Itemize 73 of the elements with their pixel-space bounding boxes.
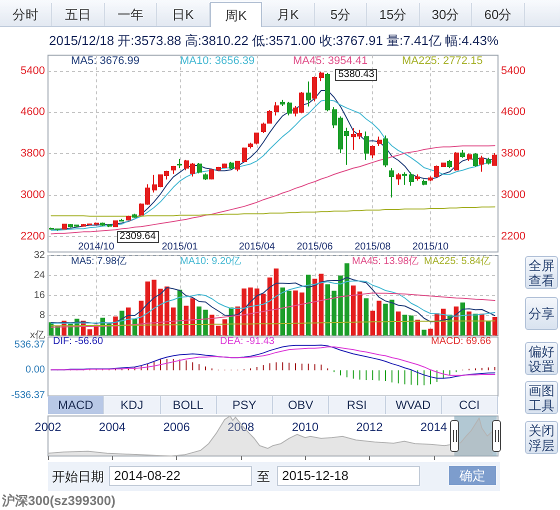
- tab: 60分: [472, 3, 524, 26]
- tab: 5分: [315, 3, 367, 26]
- button: 全屏查看: [525, 256, 558, 289]
- x-tick-label: 2004: [98, 420, 126, 434]
- tab: 周K: [210, 2, 262, 27]
- text: 沪深300(sz399300): [2, 492, 116, 510]
- button: 关闭浮层: [525, 421, 558, 454]
- x-tick-label: 2014/10: [78, 242, 115, 252]
- button: 分享: [525, 297, 558, 330]
- x-tick-label: 2015/06: [296, 242, 334, 252]
- y-tick-label: 5400: [20, 64, 45, 77]
- y-tick-label: 24: [34, 270, 46, 281]
- button: 画图工具: [525, 381, 558, 414]
- annotation: 2309.64: [116, 230, 159, 243]
- y-tick-label: 0.00: [26, 364, 46, 376]
- text: 开始日期: [52, 468, 104, 486]
- x-tick-label: 2012: [356, 420, 384, 434]
- text: 至: [257, 468, 270, 486]
- y-tick-label: x亿: [30, 330, 45, 341]
- text: MA45: 13.98亿: [352, 256, 419, 266]
- x-tick-label: 2015/01: [162, 242, 198, 252]
- text: MACD: 69.66: [431, 336, 492, 347]
- text: MA225: 2772.15: [402, 55, 483, 68]
- y2-tick-label: 3000: [501, 189, 526, 202]
- text: MA5: 7.98亿: [71, 256, 127, 266]
- tab: MACD: [48, 396, 104, 414]
- tab: 15分: [368, 3, 420, 26]
- x-tick-label: 2002: [34, 420, 62, 434]
- chart-title: 2015/12/18 开:3573.88 高:3810.22 低:3571.00 收:3767.91 量:7.41亿 幅:4.43%: [49, 33, 499, 48]
- x-tick-label: 2008: [227, 420, 254, 434]
- text: MA225: 5.84亿: [424, 256, 491, 266]
- y2-tick-label: 4600: [501, 106, 526, 118]
- y2-tick-label: 3800: [501, 148, 526, 160]
- button: 偏好设置: [525, 342, 558, 375]
- text: DIF: -56.60: [53, 336, 104, 347]
- x-tick-label: 2006: [163, 420, 190, 434]
- y-tick-label: 3000: [20, 189, 45, 202]
- tab: 30分: [420, 3, 472, 26]
- y-tick-label: 2200: [20, 230, 45, 242]
- tab: KDJ: [104, 396, 160, 414]
- x-tick-label: 2015/04: [238, 242, 276, 252]
- tab: 五日: [52, 3, 104, 26]
- text: MA10: 3656.39: [180, 55, 255, 68]
- y-tick-label: 16: [34, 290, 46, 301]
- y-tick-label: -536.37: [11, 390, 46, 401]
- tab: RSI: [329, 396, 386, 414]
- tab: WVAD: [386, 396, 442, 414]
- tab: OBV: [273, 396, 330, 414]
- y2-tick-label: 5400: [501, 64, 526, 77]
- y-tick-label: 3800: [20, 148, 45, 160]
- y-tick-label: 32: [34, 250, 46, 261]
- button: 确定: [449, 466, 496, 485]
- annotation: 5380.43: [335, 69, 378, 82]
- date-field: 2015-12-18: [277, 466, 420, 486]
- tab: 月K: [262, 3, 314, 26]
- tab: 分时: [0, 3, 52, 26]
- y-tick-label: 8: [39, 310, 46, 321]
- tab: PSY: [216, 396, 273, 414]
- text: MA5: 3676.99: [71, 55, 140, 68]
- tab: 一年: [105, 3, 157, 26]
- x-tick-label: 2010: [292, 420, 319, 434]
- y-tick-label: 536.37: [14, 340, 46, 351]
- tab: BOLL: [160, 396, 217, 414]
- x-tick-label: 2014: [420, 420, 448, 434]
- tab: CCI: [442, 396, 498, 414]
- text: MA10: 9.20亿: [180, 256, 242, 266]
- y2-tick-label: 2200: [501, 230, 526, 242]
- y-tick-label: 4600: [20, 106, 45, 118]
- series-label: DEA: -91.43: [220, 336, 274, 347]
- text: MA45: 3954.41: [293, 55, 368, 68]
- x-tick-label: 2015/08: [354, 242, 392, 252]
- date-field: 2014-08-22: [109, 466, 252, 486]
- x-tick-label: 2015/10: [412, 242, 450, 252]
